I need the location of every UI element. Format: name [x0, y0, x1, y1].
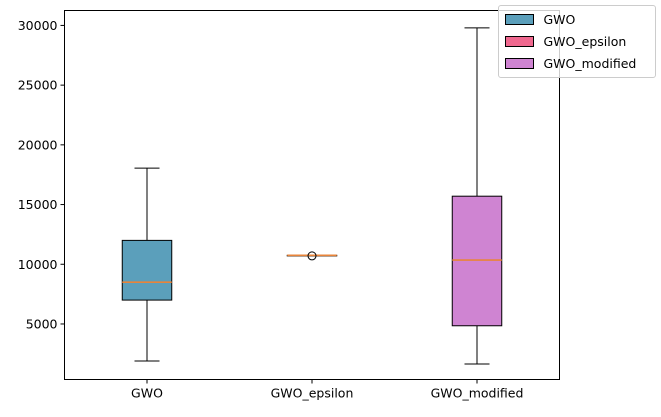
x-tick-label: GWO_modified — [431, 386, 524, 401]
box-group — [451, 27, 503, 365]
y-axis: 5000 10000 15000 20000 25000 30000 — [18, 18, 65, 331]
chart-marks — [121, 27, 503, 365]
y-tick-label: 10000 — [18, 257, 58, 272]
legend-swatch — [505, 14, 534, 25]
legend-frame — [498, 5, 656, 78]
y-tick-label: 5000 — [26, 316, 58, 331]
x-tick-label: GWO — [131, 386, 163, 401]
box-group — [121, 167, 173, 362]
legend-swatch — [505, 58, 534, 69]
outlier-point — [307, 251, 317, 261]
y-tick-label: 30000 — [18, 18, 58, 33]
box — [121, 239, 173, 301]
legend-label: GWO — [544, 12, 576, 27]
y-tick-label: 25000 — [18, 78, 58, 93]
legend-label: GWO_modified — [544, 56, 637, 71]
y-tick-label: 15000 — [18, 197, 58, 212]
box — [451, 195, 503, 327]
legend: GWO GWO_epsilon GWO_modified — [498, 5, 656, 78]
legend-swatch — [505, 36, 534, 47]
y-tick-label: 20000 — [18, 137, 58, 152]
x-axis: GWO GWO_epsilon GWO_modified — [131, 379, 524, 401]
box-group — [286, 251, 338, 261]
legend-label: GWO_epsilon — [544, 34, 627, 49]
x-tick-label: GWO_epsilon — [271, 386, 354, 401]
